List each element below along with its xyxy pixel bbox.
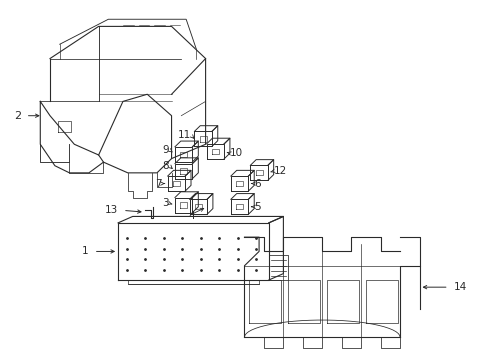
Text: 1: 1 [82,247,89,256]
Text: 5: 5 [254,202,260,212]
Text: 12: 12 [273,166,286,176]
Text: 2: 2 [14,111,21,121]
Text: 9: 9 [162,145,169,155]
Text: 4: 4 [188,211,195,221]
Text: 8: 8 [162,161,169,171]
Text: 7: 7 [155,179,162,189]
Text: 11: 11 [178,130,191,140]
Text: 14: 14 [453,282,466,292]
Text: 6: 6 [254,179,260,189]
Text: 13: 13 [104,205,118,215]
Text: 10: 10 [229,148,243,158]
Text: 3: 3 [162,198,169,208]
